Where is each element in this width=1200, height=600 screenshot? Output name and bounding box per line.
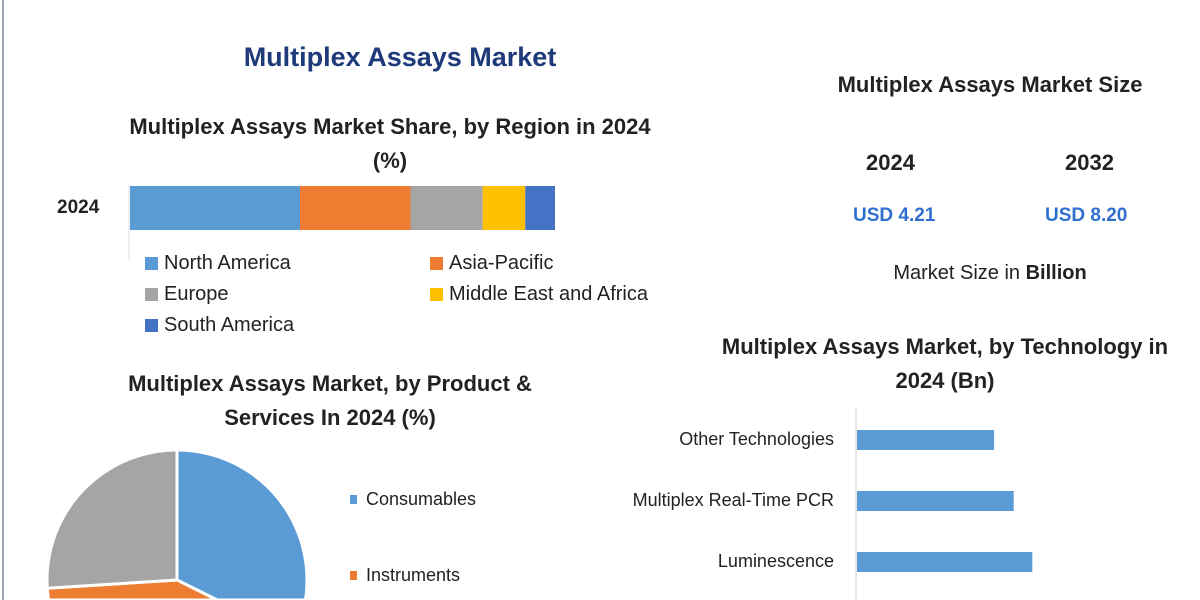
stacked-segment-north-america	[130, 186, 300, 230]
pie-slice-other	[45, 448, 179, 590]
stacked-segment-asia-pacific	[300, 186, 411, 230]
legend-north-america: North America	[145, 252, 291, 275]
value-2032: USD 8.20	[1045, 205, 1128, 226]
unit-label: Market Size in Billion	[820, 262, 1160, 285]
stacked-segment-south-america	[525, 186, 555, 230]
product-chart-title: Multiplex Assays Market, by Product & Se…	[128, 371, 532, 430]
left-border	[2, 0, 4, 600]
tech-label: Luminescence	[717, 551, 834, 571]
tech-label: Multiplex Real-Time PCR	[632, 490, 834, 510]
legend-asia-pacific: Asia-Pacific	[430, 252, 553, 275]
tech-bar-luminescence	[857, 552, 1033, 572]
legend-europe: Europe	[145, 283, 229, 306]
stacked-segment-europe	[410, 186, 483, 230]
year-2032: 2032	[1065, 150, 1114, 175]
year-2024: 2024	[866, 150, 915, 175]
pie-slice-consumables	[175, 448, 309, 600]
legend-instruments: Instruments	[350, 565, 460, 586]
tech-bar-multiplex-real-time-pcr	[857, 491, 1014, 511]
legend-south-america: South America	[145, 314, 294, 337]
main-title: Multiplex Assays Market	[243, 42, 557, 72]
pie-slice-instruments	[45, 578, 218, 600]
stacked-category-label: 2024	[57, 197, 100, 218]
unit-prefix: Market Size in	[893, 262, 1026, 284]
tech-chart-title: Multiplex Assays Market, by Technology i…	[721, 334, 1169, 393]
legend-mea: Middle East and Africa	[430, 283, 648, 306]
region-chart-title: Multiplex Assays Market Share, by Region…	[129, 114, 651, 173]
value-2024: USD 4.21	[853, 205, 936, 226]
tech-bar-other-technologies	[857, 430, 995, 450]
size-panel-title: Multiplex Assays Market Size	[837, 72, 1143, 97]
stacked-segment-middle-east-and-africa	[482, 186, 526, 230]
tech-label: Other Technologies	[679, 429, 834, 449]
legend-consumables: Consumables	[350, 489, 476, 510]
unit-bold: Billion	[1025, 262, 1087, 284]
